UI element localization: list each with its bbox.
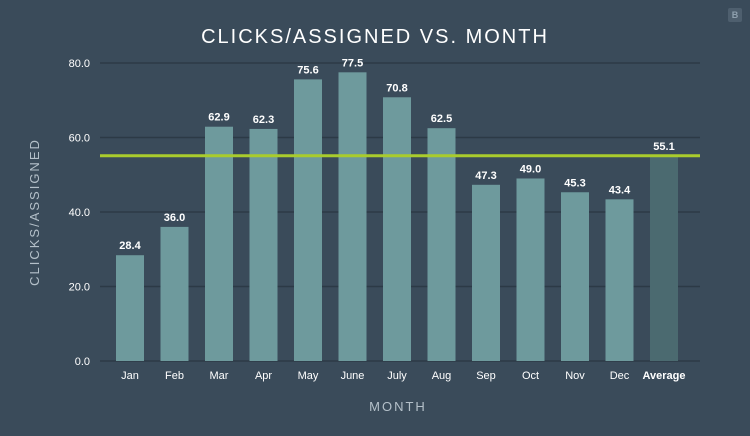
y-tick-label: 0.0 bbox=[75, 356, 90, 368]
x-tick-label: Oct bbox=[522, 370, 539, 382]
chart-title: CLICKS/ASSIGNED VS. MONTH bbox=[201, 26, 549, 48]
x-tick-label: Dec bbox=[610, 370, 630, 382]
data-label: 62.5 bbox=[431, 113, 452, 125]
x-axis-label: MONTH bbox=[369, 399, 427, 414]
bar bbox=[561, 192, 589, 361]
bar bbox=[160, 226, 189, 361]
average-bar bbox=[650, 155, 678, 361]
y-tick-label: 20.0 bbox=[69, 282, 90, 294]
data-label: 62.3 bbox=[253, 114, 274, 126]
x-tick-label: Mar bbox=[210, 370, 229, 382]
bar bbox=[205, 126, 233, 361]
data-label: 28.4 bbox=[119, 240, 141, 252]
bar bbox=[472, 184, 500, 361]
bar bbox=[116, 255, 144, 361]
x-tick-label: July bbox=[387, 370, 407, 382]
x-tick-label: Apr bbox=[255, 370, 272, 382]
bar bbox=[427, 128, 456, 361]
data-label: 70.8 bbox=[386, 82, 407, 94]
data-label: 43.4 bbox=[609, 184, 631, 196]
brand-badge: B bbox=[728, 8, 742, 22]
bar bbox=[516, 178, 545, 361]
bar bbox=[605, 199, 634, 361]
bar bbox=[383, 97, 411, 362]
x-tick-label: Jan bbox=[121, 370, 139, 382]
x-tick-label: Average bbox=[642, 370, 685, 382]
bar bbox=[338, 72, 367, 361]
bar bbox=[294, 79, 322, 361]
data-label: 75.6 bbox=[297, 64, 318, 76]
x-tick-label: June bbox=[341, 370, 365, 382]
bar bbox=[249, 128, 278, 361]
x-tick-label: May bbox=[298, 370, 319, 382]
x-tick-label: Nov bbox=[565, 370, 585, 382]
y-axis-label: CLICKS/ASSIGNED bbox=[27, 138, 42, 286]
data-label: 55.1 bbox=[653, 141, 674, 153]
data-label: 49.0 bbox=[520, 163, 541, 175]
y-tick-label: 60.0 bbox=[69, 133, 90, 145]
x-tick-label: Aug bbox=[432, 370, 452, 382]
y-tick-label: 40.0 bbox=[69, 207, 90, 219]
x-tick-label: Feb bbox=[165, 370, 184, 382]
data-label: 45.3 bbox=[564, 177, 585, 189]
data-label: 77.5 bbox=[342, 57, 363, 69]
data-label: 62.9 bbox=[208, 112, 229, 124]
y-tick-label: 80.0 bbox=[69, 58, 90, 70]
x-tick-label: Sep bbox=[476, 370, 496, 382]
data-label: 47.3 bbox=[475, 170, 496, 182]
data-label: 36.0 bbox=[164, 212, 185, 224]
